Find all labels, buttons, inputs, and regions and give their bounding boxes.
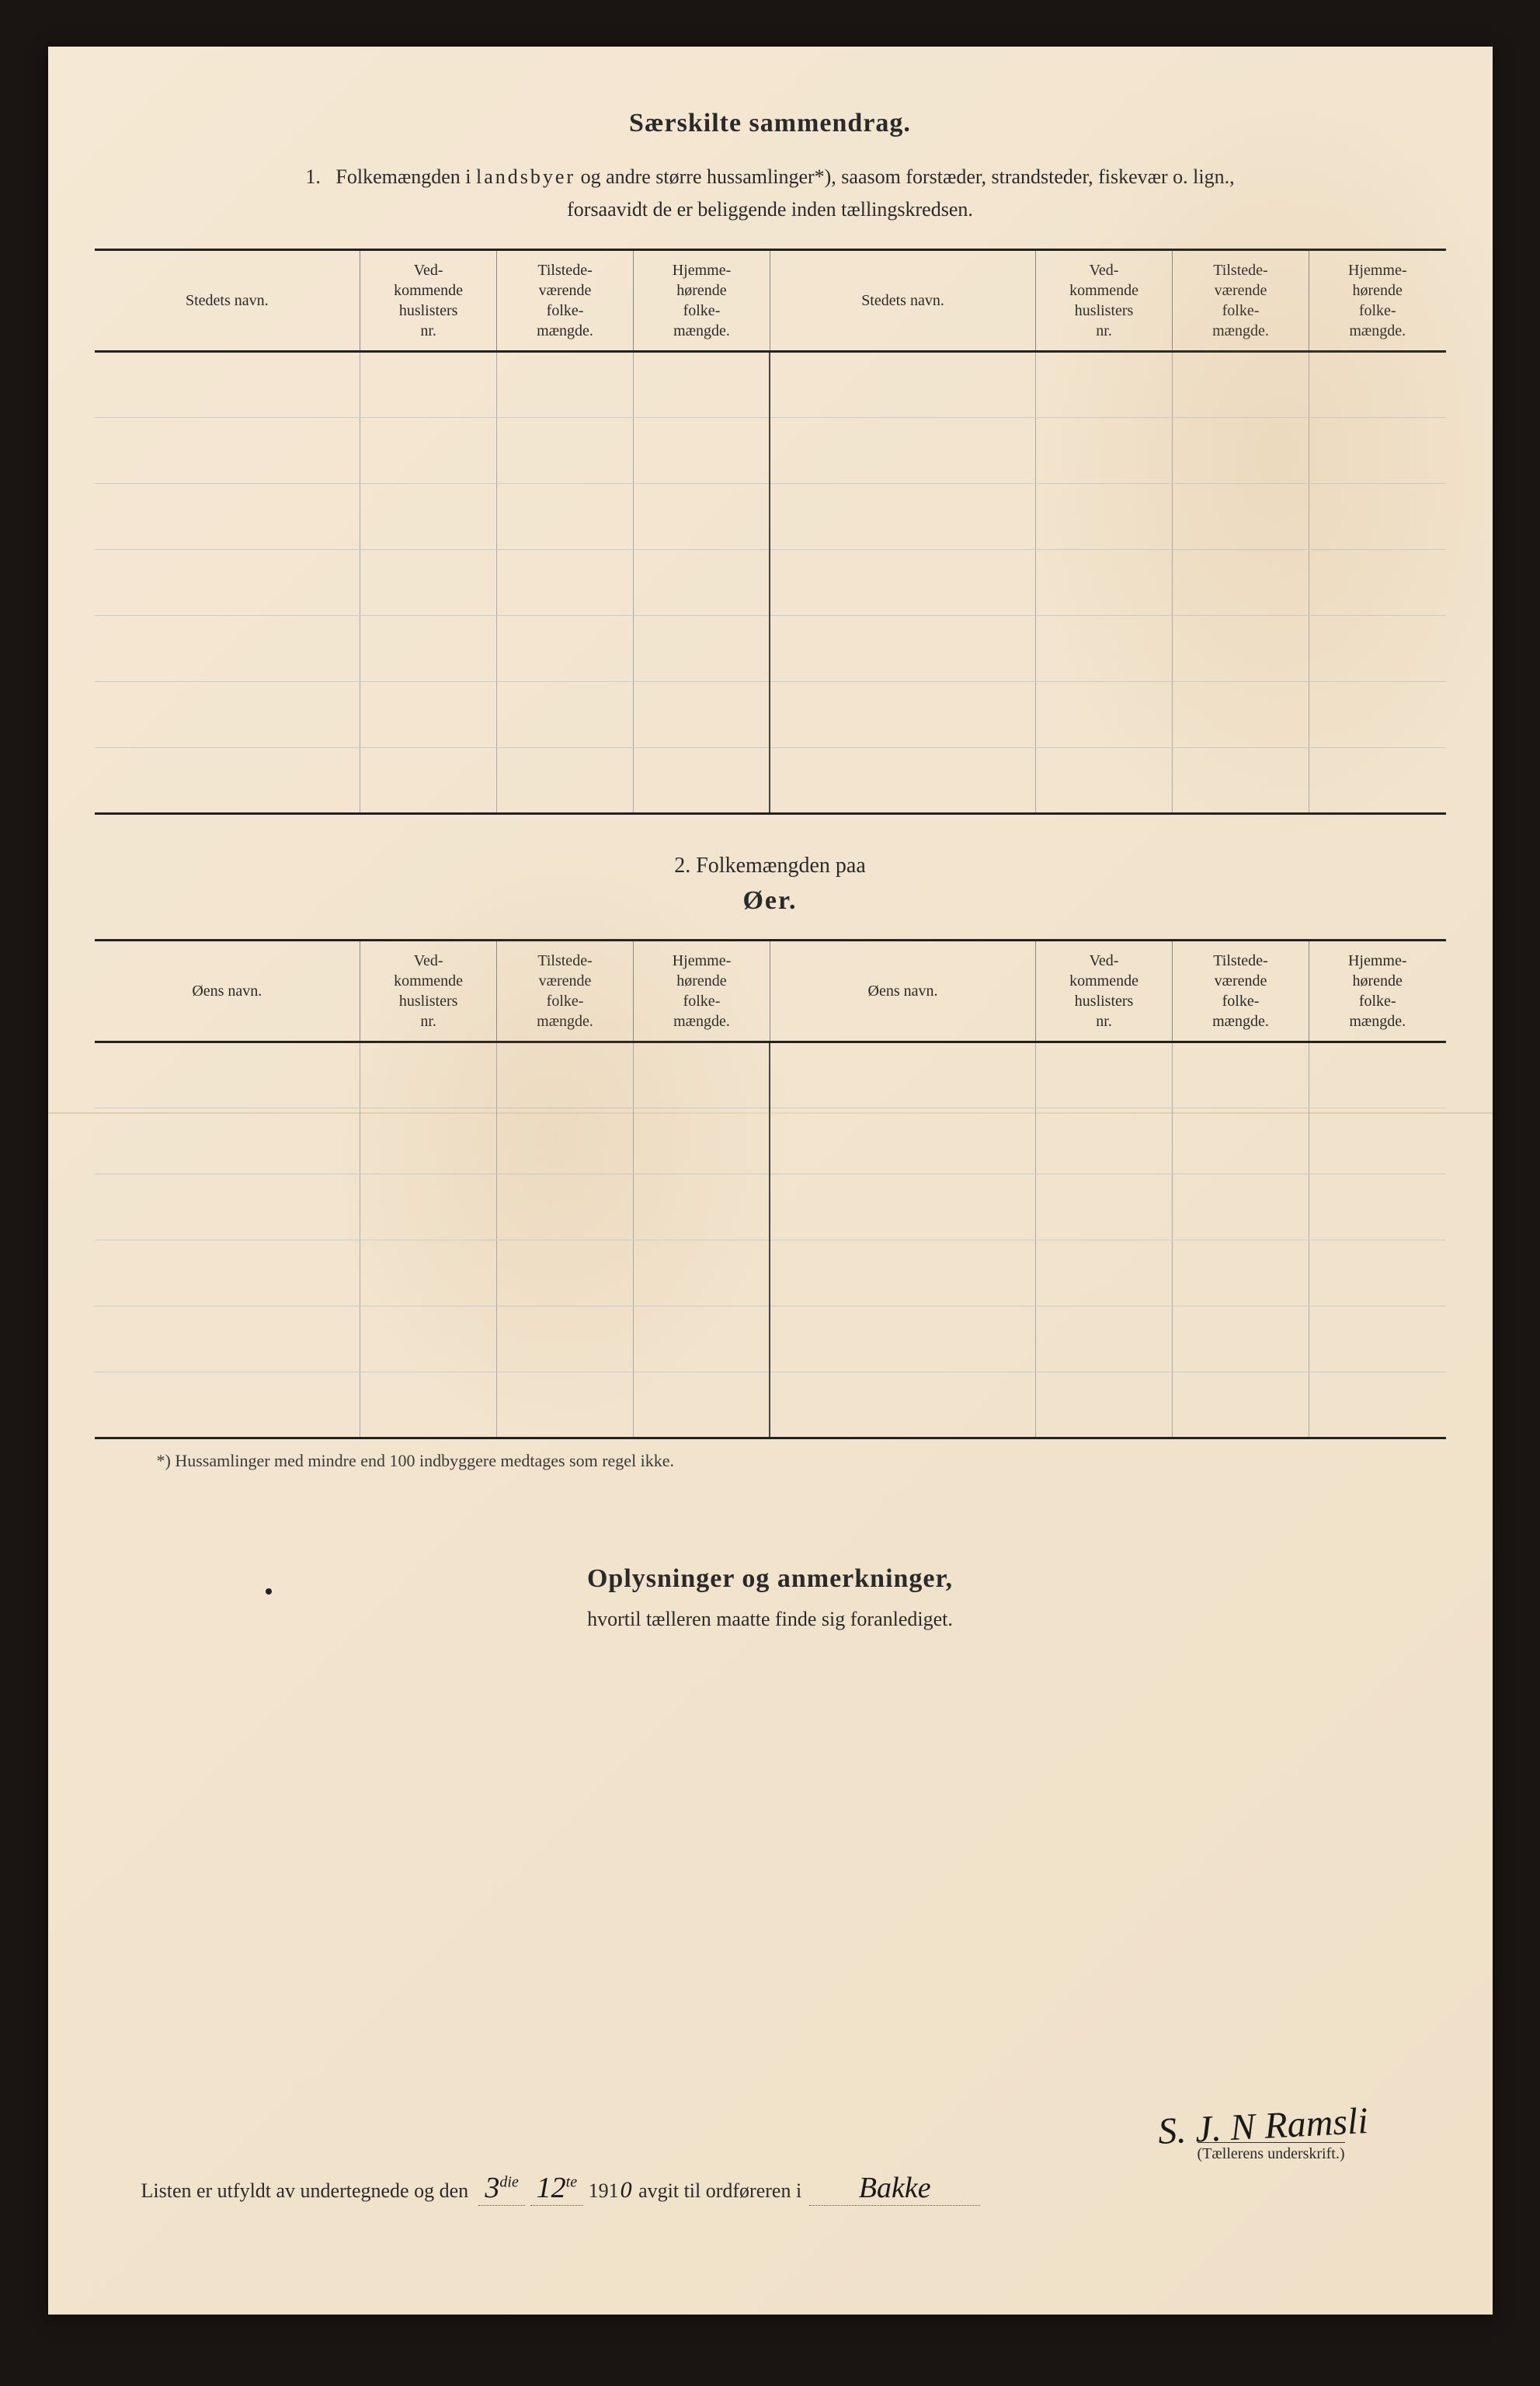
info-section: Oplysninger og anmerkninger, hvortil tæl… [95,1564,1446,1631]
table-row [95,418,1446,484]
t2-col-6: Tilstede-værendefolke-mængde. [1173,941,1309,1042]
section1-spaced-word: landsbyer [476,165,575,188]
table-row [95,1240,1446,1306]
section1-number: 1. [305,165,321,188]
section1-description-line1: 1. Folkemængden i landsbyer og andre stø… [95,162,1446,192]
signature-prefix: Listen er utfyldt av undertegnede og den [141,2179,469,2203]
t1-col-5: Ved-kommendehuslistersnr. [1036,250,1173,352]
table-1-body [95,352,1446,814]
signature-year: 1910 [589,2177,634,2203]
main-title: Særskilte sammendrag. [95,109,1446,138]
table-1-villages: Stedets navn. Ved-kommendehuslistersnr. … [95,249,1446,815]
t2-col-5: Ved-kommendehuslistersnr. [1036,941,1173,1042]
dot-marker [266,1588,272,1595]
document-page: Særskilte sammendrag. 1. Folkemængden i … [48,47,1493,2315]
table-row [95,616,1446,682]
t1-col-7: Hjemme-hørendefolke-mængde. [1309,250,1445,352]
table-row [95,1174,1446,1240]
t1-col-1: Ved-kommendehuslistersnr. [360,250,497,352]
t2-col-7: Hjemme-hørendefolke-mængde. [1309,941,1445,1042]
table-row [95,484,1446,550]
section2-oer: Øer. [95,886,1446,916]
section1-description-line2: forsaavidt de er beliggende inden tællin… [95,198,1446,221]
info-subtitle: hvortil tælleren maatte finde sig foranl… [95,1608,1446,1631]
signature-caption: (Tællerens underskrift.) [1198,2142,1345,2163]
signature-section: Listen er utfyldt av undertegnede og den… [141,2171,1415,2206]
signature-day: 3die [478,2171,525,2206]
page-fold [48,1112,1493,1114]
table-2-header-row: Øens navn. Ved-kommendehuslistersnr. Til… [95,941,1446,1042]
section2-title: 2. Folkemængden paa [95,854,1446,878]
t1-col-0: Stedets navn. [95,250,360,352]
signature-location: Bakke [809,2171,980,2206]
table-row [95,352,1446,418]
table-row [95,1108,1446,1174]
t1-col-4: Stedets navn. [770,250,1035,352]
t1-col-6: Tilstede-værendefolke-mængde. [1173,250,1309,352]
table-row [95,748,1446,814]
section1-text-b: og andre større hussamlinger*), saasom f… [575,165,1235,188]
t2-col-1: Ved-kommendehuslistersnr. [360,941,497,1042]
table-row [95,1306,1446,1372]
info-title: Oplysninger og anmerkninger, [95,1564,1446,1594]
table-row [95,1042,1446,1108]
table-row [95,1372,1446,1438]
t2-col-2: Tilstede-værendefolke-mængde. [497,941,634,1042]
table-row [95,550,1446,616]
t2-col-4: Øens navn. [770,941,1035,1042]
table-2-body [95,1042,1446,1438]
section1-text-a: Folkemængden i [335,165,476,188]
t2-col-0: Øens navn. [95,941,360,1042]
signature-month: 12te [530,2171,583,2206]
t1-col-2: Tilstede-værendefolke-mængde. [497,250,634,352]
table-row [95,682,1446,748]
t1-col-3: Hjemme-hørendefolke-mængde. [634,250,770,352]
table-2-islands: Øens navn. Ved-kommendehuslistersnr. Til… [95,939,1446,1439]
signature-middle: avgit til ordføreren i [638,2179,801,2203]
footnote: *) Hussamlinger med mindre end 100 indby… [95,1451,1446,1471]
table-1-header-row: Stedets navn. Ved-kommendehuslistersnr. … [95,250,1446,352]
t2-col-3: Hjemme-hørendefolke-mængde. [634,941,770,1042]
signature-line: Listen er utfyldt av undertegnede og den… [141,2171,1415,2206]
